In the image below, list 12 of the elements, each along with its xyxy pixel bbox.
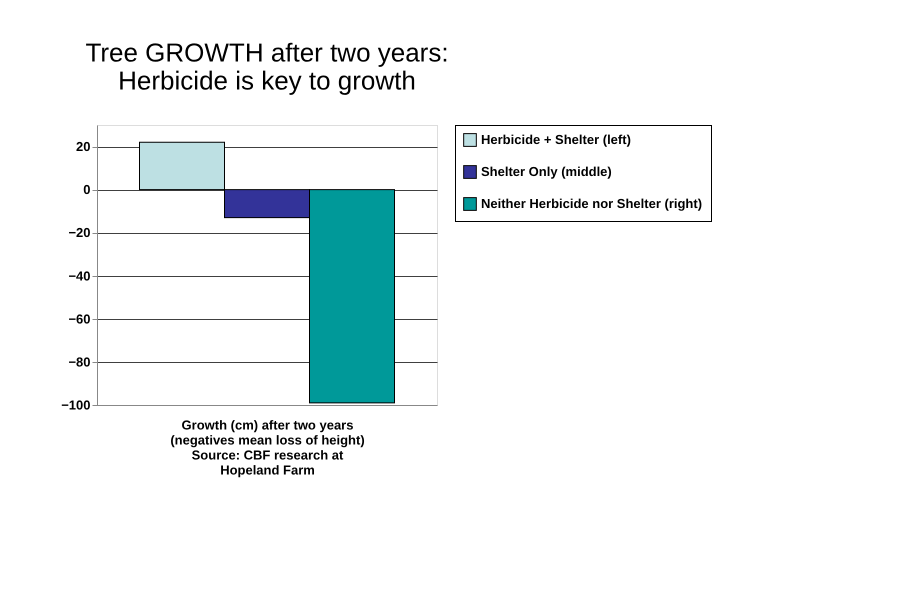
y-tick-label: −60 — [68, 311, 90, 326]
y-tick-label: −80 — [68, 354, 90, 370]
y-tick-label: −100 — [61, 398, 90, 412]
chart-title: Tree GROWTH after two years: Herbicide is key to growth — [85, 38, 449, 96]
y-tick-label: 0 — [83, 182, 90, 198]
y-tick-label: 20 — [76, 139, 90, 154]
legend-label: Neither Herbicide nor Shelter (right) — [481, 196, 702, 211]
legend-label: Shelter Only (middle) — [481, 164, 612, 179]
x-axis-title: Growth (cm) after two years (negatives mean loss of height) Source: CBF research at Hopeland Farm — [170, 418, 365, 478]
y-tick-label: −20 — [68, 225, 90, 240]
y-tick-label: −40 — [68, 268, 90, 284]
legend-label: Herbicide + Shelter (left) — [481, 132, 631, 147]
